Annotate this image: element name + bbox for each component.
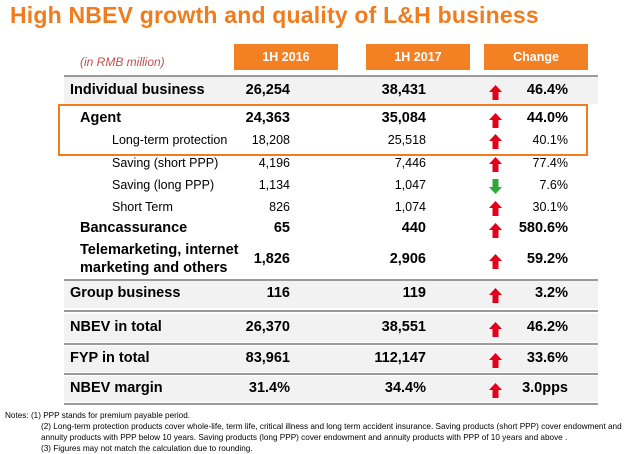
up-arrow-icon [489,157,502,172]
value-1h2016: 24,363 [245,110,290,126]
footnote-line: annuity products with PPP below 10 years… [41,433,568,442]
change-value: 46.4% [526,82,568,98]
column-header-change: Change [484,44,588,70]
change-value: 30.1% [532,200,568,214]
row-label-line2: marketing and others [80,260,228,276]
column-header-1h2017: 1H 2017 [366,44,470,70]
value-1h2016: 1,826 [253,251,290,267]
row-separator [64,373,598,375]
value-1h2016: 65 [273,220,290,236]
change-value: 33.6% [526,350,568,366]
value-1h2016: 31.4% [248,380,290,396]
unit-label: (in RMB million) [80,55,165,69]
row-label: Long-term protection [112,133,228,147]
value-1h2017: 25,518 [387,133,426,147]
row-separator [64,279,598,281]
row-separator [64,75,598,77]
value-1h2016: 826 [269,200,290,214]
value-1h2016: 26,370 [245,319,290,335]
value-1h2017: 1,047 [394,178,426,192]
value-1h2017: 34.4% [384,380,426,396]
change-value: 77.4% [532,156,568,170]
value-1h2017: 35,084 [381,110,426,126]
change-value: 7.6% [539,178,569,192]
up-arrow-icon [489,288,502,303]
row-label: Bancassurance [80,220,188,236]
up-arrow-icon [489,134,502,149]
up-arrow-icon [489,223,502,238]
up-arrow-icon [489,353,502,368]
value-1h2016: 26,254 [245,82,290,98]
row-label: NBEV margin [70,380,163,396]
value-1h2016: 4,196 [258,156,290,170]
footnote-line: Notes: (1) PPP stands for premium payabl… [5,411,191,420]
row-label: Agent [80,110,122,126]
down-arrow-icon [489,179,502,194]
row-band [64,76,598,104]
column-header-1h2016: 1H 2016 [234,44,338,70]
value-1h2017: 1,074 [394,200,426,214]
page-title: High NBEV growth and quality of L&H busi… [10,2,539,28]
up-arrow-icon [489,383,502,398]
value-1h2017: 440 [401,220,426,236]
row-label-line1: Telemarketing, internet [80,242,239,258]
up-arrow-icon [489,322,502,337]
row-label: Individual business [70,82,205,98]
row-label: Short Term [112,200,173,214]
change-value: 40.1% [532,133,568,147]
row-separator [64,310,598,312]
value-1h2017: 38,551 [381,319,426,335]
change-value: 59.2% [526,251,568,267]
table-row: Telemarketing, internet marketing and ot… [64,242,598,278]
row-band [64,314,598,342]
change-value: 3.2% [534,285,568,301]
up-arrow-icon [489,201,502,216]
row-label: Saving (long PPP) [112,178,215,192]
row-band [64,346,598,372]
row-band [64,280,598,308]
change-value: 46.2% [526,319,568,335]
row-label: Group business [70,285,181,301]
row-label: Saving (short PPP) [112,156,219,170]
change-value: 44.0% [526,110,568,126]
row-label: FYP in total [70,350,150,366]
value-1h2017: 7,446 [394,156,426,170]
value-1h2016: 18,208 [251,133,290,147]
up-arrow-icon [489,85,502,100]
row-label: NBEV in total [70,319,162,335]
agent-highlight-box [58,104,588,156]
up-arrow-icon [489,254,502,269]
up-arrow-icon [489,113,502,128]
row-band [64,376,598,402]
value-1h2017: 2,906 [389,251,426,267]
footnote-line: (3) Figures may not match the calculatio… [41,444,253,453]
value-1h2017: 119 [402,285,426,301]
value-1h2016: 116 [266,285,290,301]
change-value: 3.0pps [522,380,568,396]
change-value: 580.6% [518,220,568,236]
value-1h2017: 112,147 [374,350,426,366]
value-1h2016: 83,961 [245,350,290,366]
value-1h2016: 1,134 [258,178,290,192]
row-separator [64,403,598,405]
value-1h2017: 38,431 [381,82,426,98]
footnote-line: (2) Long-term protection products cover … [41,422,622,431]
footnotes: Notes: (1) PPP stands for premium payabl… [5,410,622,454]
row-separator [64,343,598,345]
